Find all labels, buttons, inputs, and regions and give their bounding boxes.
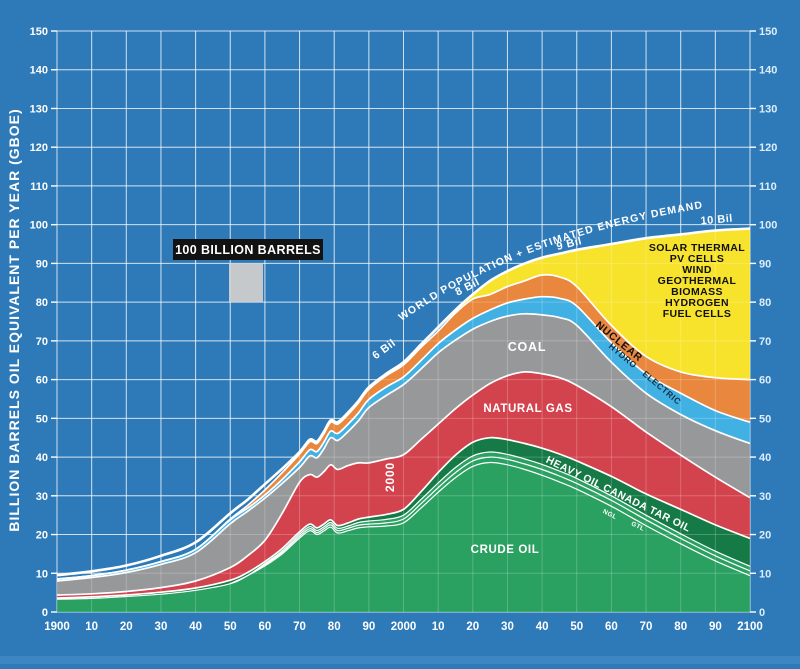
y-axis-label-left: 150 xyxy=(30,26,48,38)
y-axis-label-right: 130 xyxy=(759,103,777,115)
pop-10bil: 10 Bil xyxy=(700,213,733,228)
y-axis-label-left: 130 xyxy=(30,103,48,115)
line-demand xyxy=(57,227,750,577)
y-axis-label-left: 20 xyxy=(36,530,48,542)
label-renewables-line: HYDROGEN xyxy=(665,297,729,309)
y-axis-label-left: 40 xyxy=(36,452,48,464)
x-axis-label: 50 xyxy=(224,621,237,633)
y-axis-label-right: 0 xyxy=(759,607,765,619)
x-axis-label: 50 xyxy=(570,621,583,633)
x-axis-label: 2100 xyxy=(737,621,763,633)
label-crude-oil: CRUDE OIL xyxy=(471,544,540,556)
x-axis-label: 90 xyxy=(709,621,722,633)
label-renewables-line: FUEL CELLS xyxy=(663,308,732,320)
label-renewables-line: SOLAR THERMAL xyxy=(649,242,745,254)
x-axis-label: 2000 xyxy=(391,621,417,633)
label-renewables-line: BIOMASS xyxy=(671,286,723,298)
label-renewables-line: GEOTHERMAL xyxy=(658,275,737,287)
y-axis-label-right: 90 xyxy=(759,258,771,270)
y-axis-label-left: 50 xyxy=(36,413,48,425)
x-axis-label: 60 xyxy=(259,621,272,633)
y-axis-label-right: 120 xyxy=(759,142,777,154)
x-axis-label: 40 xyxy=(189,621,202,633)
label-renewables-line: WIND xyxy=(682,264,712,276)
y-axis-label-left: 120 xyxy=(30,142,48,154)
axis-ticks xyxy=(51,30,756,613)
y-axis-label-left: 140 xyxy=(30,65,48,77)
hundred-billion-barrels-label: 100 BILLION BARRELS xyxy=(175,243,321,257)
boundary-lines xyxy=(57,227,750,600)
x-axis-label: 20 xyxy=(120,621,133,633)
line-ngl xyxy=(230,456,750,585)
label-year-2000: 2000 xyxy=(383,462,397,492)
x-axis-label: 10 xyxy=(85,621,98,633)
x-axis-label: 30 xyxy=(155,621,168,633)
x-axis-label: 40 xyxy=(536,621,549,633)
y-axis-label-left: 80 xyxy=(36,297,48,309)
y-axis-label-right: 140 xyxy=(759,65,777,77)
y-axis-label-left: 0 xyxy=(42,607,48,619)
x-axis-label: 70 xyxy=(640,621,653,633)
line-hydro-top xyxy=(57,295,750,580)
x-axis-label: 90 xyxy=(362,621,375,633)
x-axis-label: 20 xyxy=(466,621,479,633)
y-axis-label-left: 90 xyxy=(36,258,48,270)
y-axis-label-right: 70 xyxy=(759,336,771,348)
y-axis-label-right: 80 xyxy=(759,297,771,309)
label-coal: COAL xyxy=(508,340,547,354)
y-axis-label-left: 60 xyxy=(36,375,48,387)
line-gas-top xyxy=(57,370,750,596)
y-axis-label-right: 110 xyxy=(759,181,777,193)
y-axis-label-right: 50 xyxy=(759,413,771,425)
x-axis-label: 80 xyxy=(674,621,687,633)
line-coal-top xyxy=(57,312,750,582)
x-axis-label: 60 xyxy=(605,621,618,633)
label-renewables-line: PV CELLS xyxy=(670,253,725,265)
label-natgas: NATURAL GAS xyxy=(483,403,572,415)
y-axis-label-right: 20 xyxy=(759,530,771,542)
y-axis-label-right: 40 xyxy=(759,452,771,464)
y-axis-label-right: 150 xyxy=(759,26,777,38)
y-axis-label-right: 30 xyxy=(759,491,771,503)
line-oil-top xyxy=(57,436,750,599)
line-gtl xyxy=(57,451,750,600)
y-axis-label-left: 10 xyxy=(36,568,48,580)
area-crude-oil xyxy=(57,437,750,612)
y-axis-label-left: 100 xyxy=(30,220,48,232)
y-axis-label-left: 30 xyxy=(36,491,48,503)
x-axis-label: 10 xyxy=(432,621,445,633)
hundred-billion-barrels-box xyxy=(173,239,323,260)
y-axis-label-right: 60 xyxy=(759,375,771,387)
area-renewables xyxy=(57,228,750,576)
y-axis-title: BILLION BARRELS OIL EQUIVALENT PER YEAR … xyxy=(6,108,22,531)
x-axis-label: 70 xyxy=(293,621,306,633)
x-axis-label: 1900 xyxy=(44,621,70,633)
hundred-billion-barrels-square xyxy=(229,263,263,302)
y-axis-label-left: 70 xyxy=(36,336,48,348)
x-axis-label: 30 xyxy=(501,621,514,633)
y-axis-label-left: 110 xyxy=(30,181,48,193)
y-axis-label-right: 10 xyxy=(759,568,771,580)
area-natural-gas xyxy=(57,371,750,599)
bottom-edge-strip xyxy=(0,656,800,664)
y-axis-label-right: 100 xyxy=(759,220,777,232)
line-crude-top xyxy=(230,461,750,585)
x-axis-label: 80 xyxy=(328,621,341,633)
line-nuclear-top xyxy=(57,273,750,580)
